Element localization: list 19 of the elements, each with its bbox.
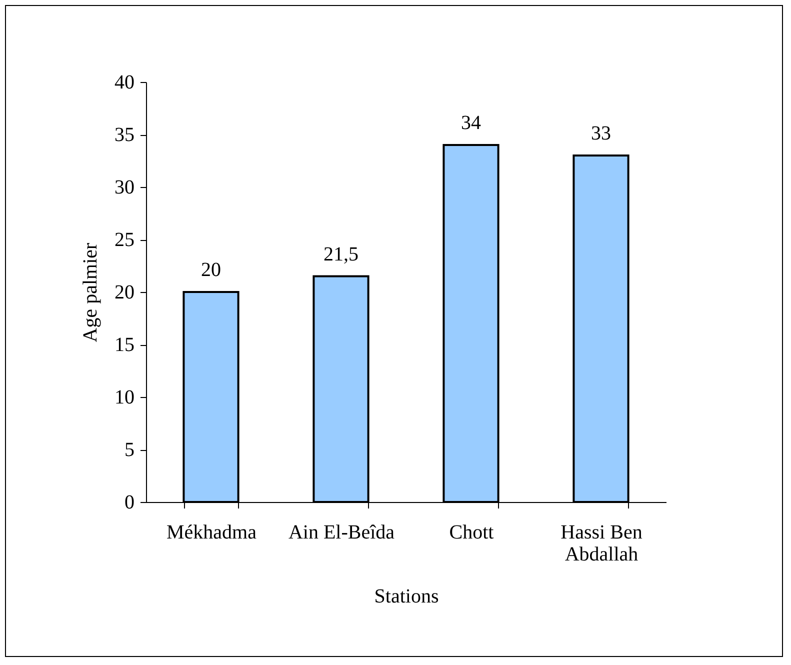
x-tick-label: Mékhadma: [166, 522, 257, 544]
data-label: 33: [591, 122, 611, 144]
x-tick-label: Ain El-Beîda: [288, 522, 395, 544]
x-tick-label: Hassi Ben Abdallah: [560, 522, 642, 566]
y-tick-label: 25: [114, 229, 134, 251]
y-tick-label: 5: [124, 439, 134, 461]
y-tick-label: 35: [114, 124, 134, 146]
x-tick-label: Chott: [449, 522, 494, 544]
data-label: 34: [461, 112, 481, 134]
y-tick-label: 20: [114, 282, 134, 304]
y-axis-title: Age palmier: [80, 242, 102, 342]
x-axis-title: Stations: [374, 586, 439, 608]
y-tick-label: 0: [124, 492, 134, 514]
y-tick-label: 15: [114, 334, 134, 356]
data-label: 21,5: [324, 243, 358, 266]
y-tick-label: 10: [114, 386, 134, 408]
y-tick-label: 40: [114, 72, 134, 94]
y-tick-label: 30: [114, 176, 134, 198]
data-label: 20: [201, 259, 221, 281]
